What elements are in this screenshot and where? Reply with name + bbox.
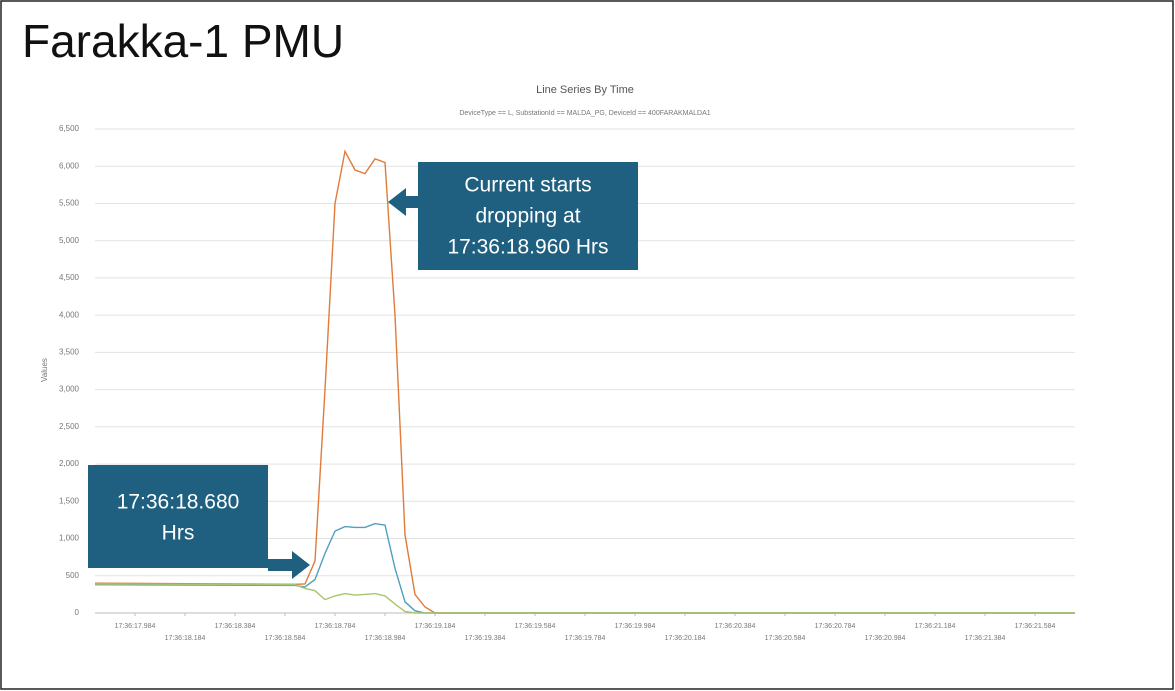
- y-axis-label: Values: [40, 358, 49, 382]
- slide-title: Farakka-1 PMU: [22, 15, 344, 67]
- annotation-box: [88, 465, 268, 568]
- y-tick-label: 500: [66, 571, 80, 580]
- y-tick-label: 4,500: [59, 273, 80, 282]
- chart-subtitle: DeviceType == L, SubstationId == MALDA_P…: [459, 110, 710, 117]
- x-tick-label: 17:36:21.584: [1015, 623, 1056, 630]
- y-tick-label: 0: [75, 608, 80, 617]
- x-tick-label: 17:36:19.584: [515, 623, 556, 630]
- x-tick-label: 17:36:18.184: [165, 635, 206, 642]
- x-tick-label: 17:36:20.184: [665, 635, 706, 642]
- annotation-text: 17:36:18.680: [117, 491, 240, 514]
- x-tick-label: 17:36:18.584: [265, 635, 306, 642]
- x-tick-label: 17:36:20.384: [715, 623, 756, 630]
- chart-title: Line Series By Time: [536, 84, 634, 96]
- x-tick-label: 17:36:19.384: [465, 635, 506, 642]
- y-tick-label: 3,500: [59, 347, 80, 356]
- y-tick-label: 6,500: [59, 124, 80, 133]
- y-tick-label: 1,500: [59, 496, 80, 505]
- y-tick-label: 2,000: [59, 459, 80, 468]
- x-tick-label: 17:36:21.184: [915, 623, 956, 630]
- annotation-text: 17:36:18.960 Hrs: [447, 236, 608, 259]
- y-tick-label: 3,000: [59, 385, 80, 394]
- x-tick-label: 17:36:18.784: [315, 623, 356, 630]
- annotation-arrow: [388, 188, 418, 216]
- y-tick-label: 1,000: [59, 534, 80, 543]
- annotation-text: Current starts: [464, 174, 591, 197]
- annotation-arrow: [268, 551, 310, 579]
- x-tick-label: 17:36:17.984: [115, 623, 156, 630]
- x-tick-label: 17:36:20.584: [765, 635, 806, 642]
- y-tick-label: 2,500: [59, 422, 80, 431]
- y-tick-label: 5,500: [59, 199, 80, 208]
- y-tick-label: 4,000: [59, 310, 80, 319]
- x-tick-label: 17:36:19.784: [565, 635, 606, 642]
- x-tick-label: 17:36:18.984: [365, 635, 406, 642]
- x-tick-label: 17:36:19.984: [615, 623, 656, 630]
- annotation-text: dropping at: [475, 205, 580, 228]
- x-tick-label: 17:36:18.384: [215, 623, 256, 630]
- annotations: Current starts dropping at 17:36:18.960 …: [88, 162, 638, 579]
- x-tick-label: 17:36:21.384: [965, 635, 1006, 642]
- x-tick-label: 17:36:20.984: [865, 635, 906, 642]
- annotation-text: Hrs: [162, 522, 195, 545]
- y-tick-label: 5,000: [59, 236, 80, 245]
- x-tick-label: 17:36:19.184: [415, 623, 456, 630]
- series-line: [94, 583, 1075, 614]
- annotation-box: [418, 162, 638, 270]
- x-tick-label: 17:36:20.784: [815, 623, 856, 630]
- y-tick-label: 6,000: [59, 161, 80, 170]
- lines: [94, 149, 1075, 614]
